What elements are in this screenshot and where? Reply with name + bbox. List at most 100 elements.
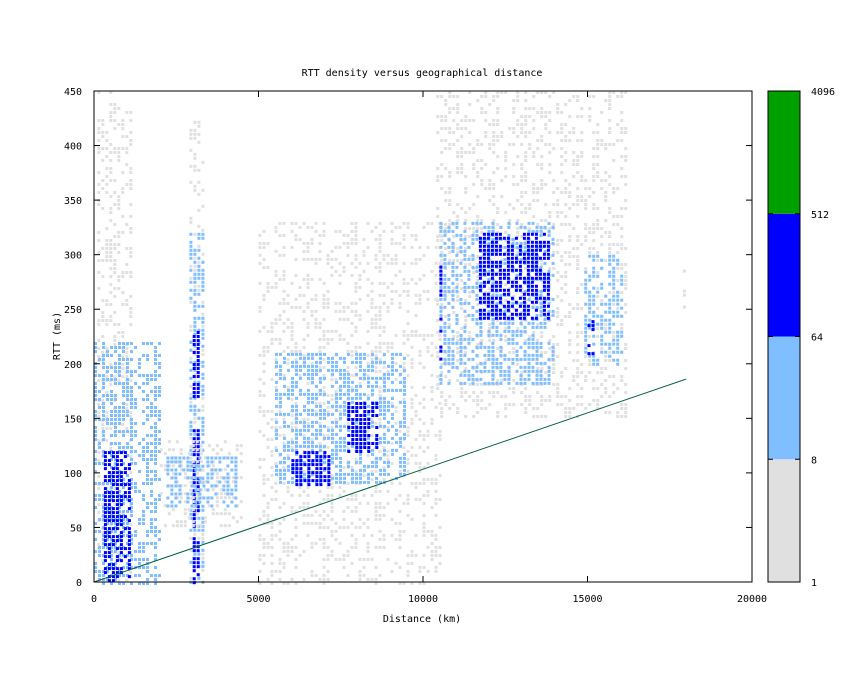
density-cell <box>323 460 326 464</box>
density-cell <box>468 331 472 334</box>
density-cell <box>476 303 480 306</box>
density-cell <box>270 437 274 441</box>
density-cell <box>463 381 467 385</box>
density-cell <box>307 436 310 440</box>
density-cell <box>189 128 193 132</box>
density-cell <box>234 496 238 500</box>
density-cell <box>192 481 196 485</box>
density-cell <box>378 341 382 345</box>
density-cell <box>295 360 298 364</box>
density-cell <box>279 412 282 416</box>
density-cell <box>434 497 438 501</box>
density-cell <box>302 317 306 321</box>
density-cell <box>278 253 282 257</box>
density-cell <box>97 543 101 546</box>
density-cell <box>350 321 354 325</box>
density-cell <box>197 340 201 344</box>
density-cell <box>434 453 438 457</box>
density-cell <box>342 565 346 569</box>
density-cell <box>480 183 484 186</box>
density-cell <box>335 464 338 468</box>
density-cell <box>448 107 452 110</box>
density-cell <box>102 366 105 369</box>
density-cell <box>463 265 467 269</box>
density-cell <box>532 183 536 186</box>
density-cell <box>564 407 568 410</box>
density-cell <box>307 356 310 360</box>
density-cell <box>347 396 350 400</box>
density-cell <box>306 513 310 517</box>
density-cell <box>107 503 111 507</box>
density-cell <box>201 332 205 336</box>
density-cell <box>103 463 107 467</box>
density-cell <box>608 291 612 294</box>
density-cell <box>580 179 584 182</box>
density-cell <box>138 522 141 525</box>
density-cell <box>354 329 358 333</box>
density-cell <box>600 227 604 230</box>
density-cell <box>544 415 548 418</box>
density-cell <box>480 339 484 342</box>
density-cell <box>347 352 350 356</box>
density-cell <box>468 235 472 238</box>
density-cell <box>189 420 193 424</box>
density-cell <box>123 467 127 471</box>
density-cell <box>109 195 113 198</box>
density-cell <box>122 514 125 517</box>
density-cell <box>488 103 492 106</box>
density-cell <box>94 366 97 369</box>
density-cell <box>230 468 234 472</box>
density-cell <box>94 494 97 497</box>
density-cell <box>371 368 374 372</box>
density-cell <box>286 553 290 557</box>
density-cell <box>189 432 193 436</box>
density-cell <box>307 480 310 484</box>
density-cell <box>366 517 370 521</box>
density-cell <box>350 385 354 389</box>
density-cell <box>370 305 374 309</box>
density-cell <box>319 352 322 356</box>
density-cell <box>406 293 410 297</box>
density-cell <box>291 360 294 364</box>
density-cell <box>386 489 390 493</box>
density-cell <box>154 578 157 581</box>
density-cell <box>596 207 600 210</box>
density-cell <box>198 456 202 460</box>
density-cell <box>146 398 149 401</box>
density-cell <box>127 531 131 535</box>
density-cell <box>195 448 199 452</box>
density-cell <box>102 582 105 585</box>
density-cell <box>258 409 262 413</box>
density-cell <box>275 436 278 440</box>
density-cell <box>379 404 382 408</box>
density-cell <box>448 175 452 178</box>
density-cell <box>608 143 612 146</box>
density-cell <box>130 462 133 465</box>
density-cell <box>113 147 117 150</box>
density-cell <box>130 350 133 353</box>
density-cell <box>403 420 406 424</box>
density-cell <box>266 329 270 333</box>
density-cell <box>572 227 576 230</box>
density-cell <box>326 553 330 557</box>
density-cell <box>150 494 153 497</box>
density-cell <box>552 343 556 346</box>
density-cell <box>138 470 141 473</box>
density-cell <box>406 461 410 465</box>
density-cell <box>262 297 266 301</box>
density-cell <box>279 468 282 472</box>
density-cell <box>291 471 295 475</box>
density-cell <box>367 446 371 449</box>
density-cell <box>548 227 552 230</box>
density-cell <box>456 283 460 286</box>
density-cell <box>201 276 205 280</box>
density-cell <box>266 409 270 413</box>
density-cell <box>123 471 127 475</box>
density-cell <box>158 438 161 441</box>
density-cell <box>346 497 350 501</box>
density-cell <box>350 497 354 501</box>
density-cell <box>121 127 125 130</box>
density-cell <box>197 384 201 388</box>
density-cell <box>471 349 475 353</box>
density-cell <box>196 453 200 457</box>
